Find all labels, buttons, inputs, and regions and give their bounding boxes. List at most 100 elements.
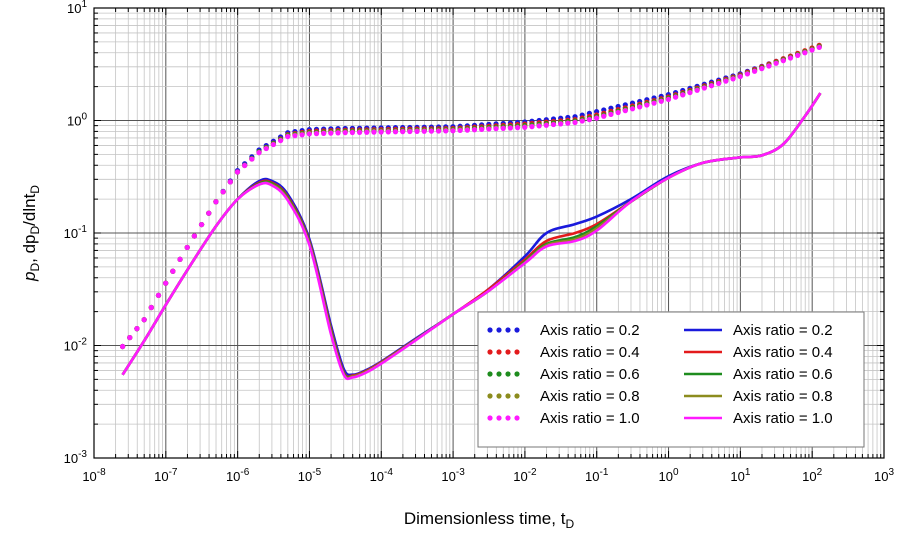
legend-box xyxy=(477,311,865,448)
y-tick-label: 10-1 xyxy=(64,224,88,241)
pressure-marker xyxy=(680,92,686,98)
pressure-marker xyxy=(500,125,506,131)
pressure-marker xyxy=(256,150,262,156)
legend-marker xyxy=(505,327,511,333)
pressure-marker xyxy=(342,130,348,136)
pressure-marker xyxy=(644,102,650,108)
pressure-marker xyxy=(486,126,492,132)
pressure-marker xyxy=(558,121,564,127)
legend-marker xyxy=(487,371,493,377)
pressure-marker xyxy=(565,120,571,126)
legend-label: Axis ratio = 1.0 xyxy=(733,410,833,427)
pressure-marker xyxy=(234,169,241,175)
legend-item-derivative: Axis ratio = 0.2 xyxy=(684,322,833,339)
pressure-marker xyxy=(450,128,456,134)
pressure-marker xyxy=(277,137,284,144)
legend-item-derivative: Axis ratio = 0.8 xyxy=(684,388,833,405)
legend-item-pressure: Axis ratio = 1.0 xyxy=(487,410,640,427)
pressure-marker xyxy=(795,52,801,58)
pressure-marker xyxy=(299,132,305,138)
legend-label: Axis ratio = 0.6 xyxy=(540,366,640,383)
pressure-marker xyxy=(629,106,636,112)
pressure-marker xyxy=(809,47,815,53)
legend-marker xyxy=(514,393,520,399)
x-tick-label: 101 xyxy=(730,467,750,484)
pressure-marker xyxy=(119,343,126,350)
legend-marker xyxy=(505,393,511,399)
x-tick-label: 10-1 xyxy=(585,467,609,484)
derivative-curve-9 xyxy=(121,92,822,381)
pressure-marker xyxy=(522,124,528,130)
pressure-marker xyxy=(457,127,463,134)
pressure-marker xyxy=(493,126,499,132)
pressure-marker xyxy=(723,78,729,84)
legend-item-derivative: Axis ratio = 1.0 xyxy=(684,410,833,427)
pressure-marker xyxy=(177,256,183,262)
pressure-marker xyxy=(464,127,470,133)
pressure-marker xyxy=(608,111,614,118)
legend-label: Axis ratio = 0.8 xyxy=(733,388,833,405)
y-tick-label: 10-2 xyxy=(64,337,88,354)
y-tick-label: 100 xyxy=(67,112,87,129)
pressure-marker xyxy=(536,123,542,129)
pressure-marker xyxy=(191,233,197,239)
pressure-marker xyxy=(730,76,736,82)
x-tick-label: 100 xyxy=(659,467,679,484)
pressure-marker xyxy=(708,83,715,89)
pressure-marker xyxy=(414,128,420,135)
pressure-marker xyxy=(270,141,276,148)
x-tick-label: 10-6 xyxy=(226,467,250,484)
pressure-marker xyxy=(213,199,219,205)
pressure-marker xyxy=(543,122,549,128)
pressure-marker xyxy=(206,210,212,216)
pressure-marker xyxy=(385,129,391,135)
pressure-marker xyxy=(321,130,327,136)
legend-marker xyxy=(505,349,511,355)
pressure-marker xyxy=(263,145,269,152)
pressure-marker xyxy=(148,304,154,311)
legend-item-derivative: Axis ratio = 0.4 xyxy=(684,344,833,361)
pressure-marker xyxy=(364,129,370,135)
pressure-marker xyxy=(773,60,779,66)
pressure-marker xyxy=(658,98,664,104)
y-axis-title: pD, dpD/dlntD xyxy=(20,185,42,282)
series-layer xyxy=(119,42,822,381)
pressure-marker xyxy=(371,129,377,135)
pressure-marker xyxy=(313,131,320,137)
pressure-marker xyxy=(471,127,478,133)
legend-marker xyxy=(487,415,493,421)
pressure-marker xyxy=(292,133,298,139)
pressure-marker xyxy=(593,115,600,121)
x-axis-title: Dimensionless time, tD xyxy=(404,509,575,531)
pressure-marker xyxy=(163,280,169,286)
legend-marker xyxy=(496,327,502,333)
pressure-marker xyxy=(751,68,758,74)
pressure-marker xyxy=(392,129,399,135)
legend-marker xyxy=(496,415,502,421)
y-tick-label: 101 xyxy=(67,0,87,16)
pressure-marker xyxy=(744,71,751,77)
pressure-marker xyxy=(428,128,434,134)
pressure-marker xyxy=(335,130,341,136)
legend-item-pressure: Axis ratio = 0.6 xyxy=(487,366,640,383)
pressure-marker xyxy=(737,73,743,80)
pressure-marker xyxy=(672,94,679,100)
pressure-marker xyxy=(550,121,557,128)
legend-item-derivative: Axis ratio = 0.6 xyxy=(684,366,833,383)
grid-lines xyxy=(93,8,884,459)
pressure-marker xyxy=(227,179,233,185)
pressure-marker xyxy=(220,189,226,195)
pressure-marker xyxy=(378,129,384,135)
legend-marker xyxy=(514,415,520,421)
pressure-marker xyxy=(435,128,442,134)
pressure-marker xyxy=(249,156,255,162)
legend-label: Axis ratio = 0.2 xyxy=(540,322,640,339)
legend-marker xyxy=(496,349,502,355)
pressure-marker xyxy=(766,63,772,69)
pressure-marker xyxy=(586,117,593,123)
legend-marker xyxy=(514,349,520,355)
pressure-marker xyxy=(285,133,291,140)
pressure-marker xyxy=(127,334,133,341)
legend-marker xyxy=(487,393,493,399)
